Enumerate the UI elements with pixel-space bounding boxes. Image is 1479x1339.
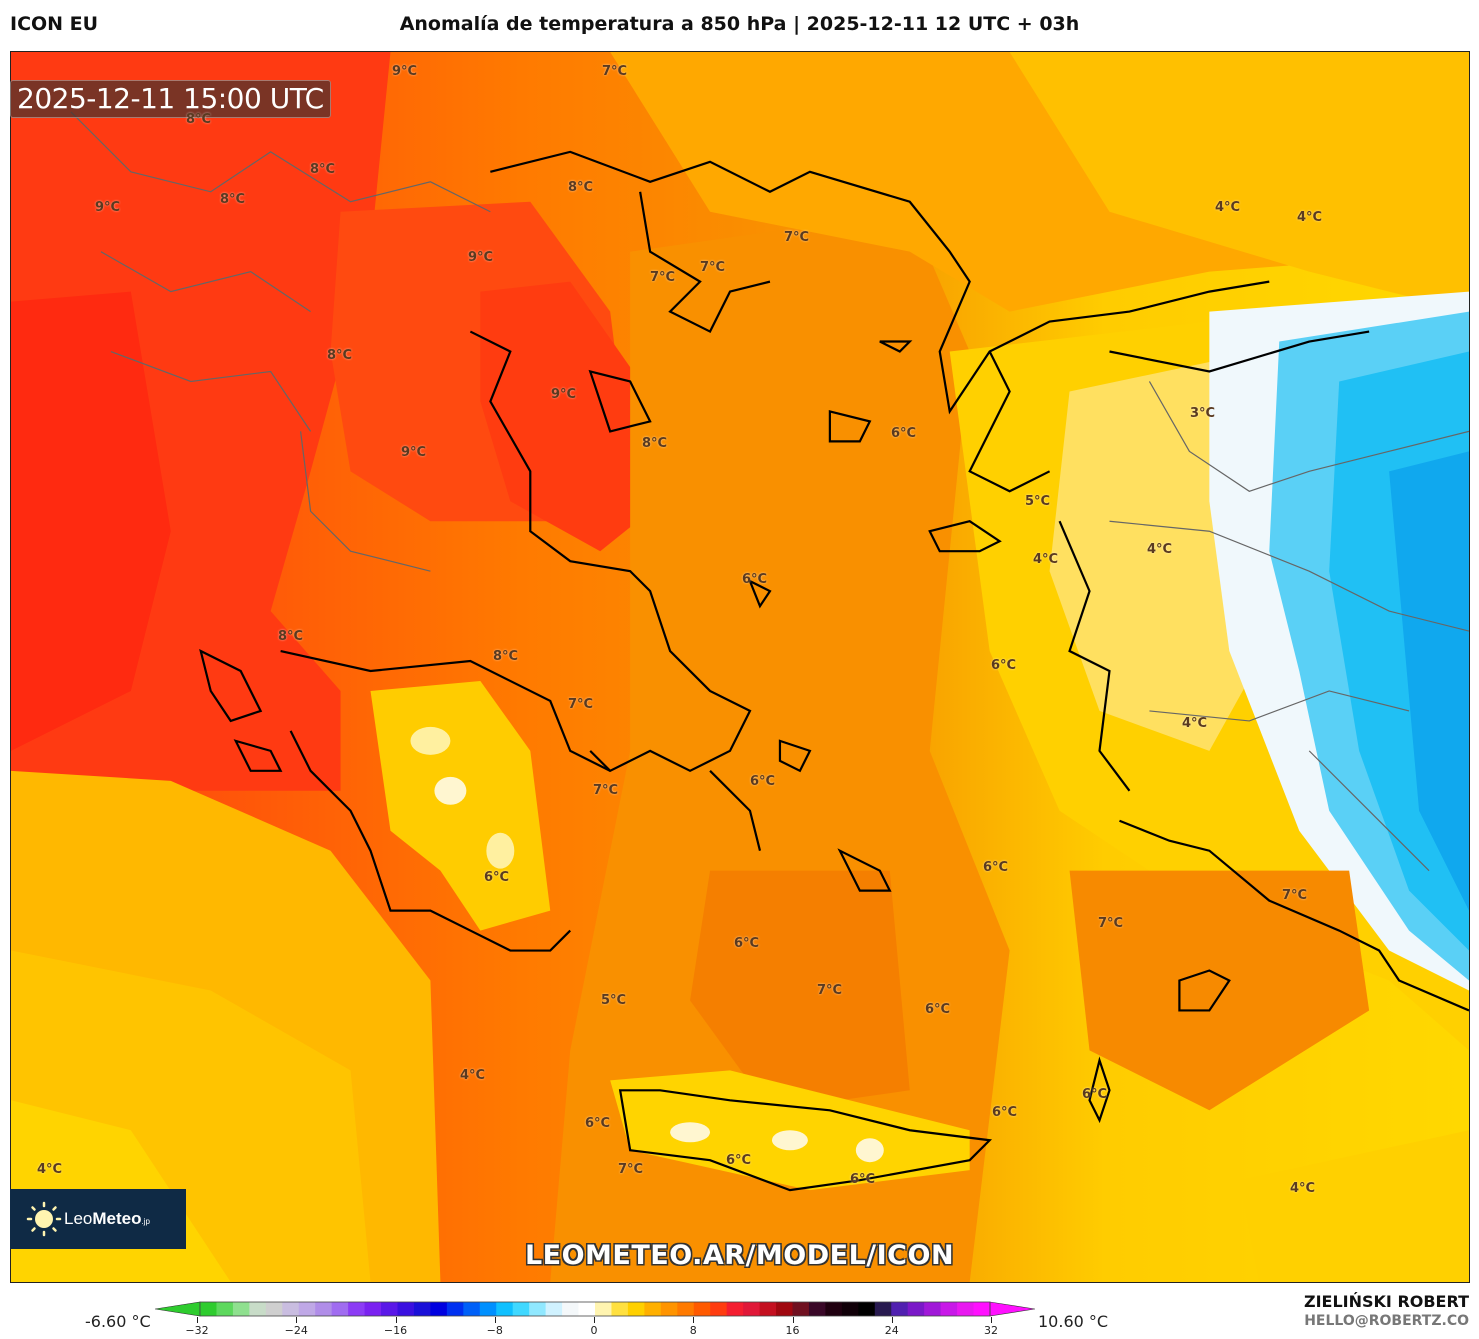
temperature-label: 9°C — [551, 387, 577, 402]
logo-text: LeoMeteo.jp — [64, 1209, 150, 1228]
temperature-label: 7°C — [650, 270, 676, 285]
colorbar-tick — [296, 1317, 298, 1323]
temperature-label: 4°C — [37, 1162, 63, 1177]
temperature-label: 6°C — [742, 572, 768, 587]
colorbar-tick-label: 8 — [689, 1324, 697, 1337]
temperature-label: 4°C — [1147, 542, 1173, 557]
colorbar-tick-label: 32 — [984, 1324, 998, 1337]
temperature-label: 7°C — [784, 230, 810, 245]
temperature-label: 8°C — [186, 112, 212, 127]
leometeo-logo: LeoMeteo.jp — [10, 1189, 186, 1249]
temperature-label: 7°C — [817, 983, 843, 998]
temperature-label: 6°C — [734, 936, 760, 951]
temperature-label: 7°C — [1098, 916, 1124, 931]
author-credit: ZIELIŃSKI ROBERT HELLO@ROBERTZ.CO — [1304, 1292, 1469, 1329]
colorbar-tick-label: −24 — [284, 1324, 308, 1337]
temperature-label: 8°C — [310, 162, 336, 177]
author-name: ZIELIŃSKI ROBERT — [1303, 1292, 1469, 1311]
colorbar-tick — [792, 1317, 794, 1323]
temperature-label: 4°C — [460, 1068, 486, 1083]
temperature-label: 6°C — [1082, 1087, 1108, 1102]
temperature-label: 8°C — [278, 629, 304, 644]
temperature-label: 6°C — [850, 1172, 876, 1187]
chart-title: Anomalía de temperatura a 850 hPa | 2025… — [0, 13, 1479, 35]
author-email: HELLO@ROBERTZ.CO — [1304, 1313, 1469, 1329]
chart-title-text: Anomalía de temperatura a 850 hPa | 2025… — [399, 13, 1080, 35]
temperature-label: 4°C — [1297, 210, 1323, 225]
temperature-label: 4°C — [1182, 716, 1208, 731]
temperature-anomaly-map — [10, 51, 1470, 1283]
colorbar-tick — [494, 1317, 496, 1323]
colorbar-ticks: −32 −24 −16 −8 0 8 16 24 32 — [0, 1317, 1479, 1339]
colorbar-tick-label: 24 — [884, 1324, 899, 1337]
temperature-label: 6°C — [925, 1002, 951, 1017]
temperature-label: 8°C — [327, 348, 353, 363]
colorbar-tick-label: 16 — [785, 1324, 800, 1337]
temperature-label: 6°C — [750, 774, 776, 789]
sun-icon — [26, 1201, 62, 1237]
temperature-label: 6°C — [726, 1153, 752, 1168]
colorbar-tick-label: −16 — [383, 1324, 408, 1337]
temperature-label: 9°C — [401, 445, 427, 460]
temperature-label: 9°C — [95, 200, 121, 215]
temperature-label: 6°C — [992, 1105, 1018, 1120]
temperature-label: 9°C — [392, 64, 418, 79]
temperature-label: 6°C — [983, 860, 1009, 875]
temperature-label: 4°C — [1290, 1181, 1316, 1196]
temperature-label: 7°C — [602, 64, 628, 79]
temperature-label: 5°C — [601, 993, 627, 1008]
temperature-label: 6°C — [585, 1116, 611, 1131]
temperature-label: 7°C — [700, 260, 726, 275]
temperature-label: 7°C — [1282, 888, 1308, 903]
temperature-label: 4°C — [1033, 552, 1059, 567]
temperature-label: 6°C — [991, 658, 1017, 673]
model-name: ICON EU — [10, 13, 99, 35]
temperature-label: 9°C — [468, 250, 494, 265]
temperature-label: 8°C — [642, 436, 668, 451]
colorbar-tick — [891, 1317, 893, 1323]
temperature-label: 3°C — [1190, 406, 1216, 421]
colorbar-tick — [693, 1317, 695, 1323]
colorbar-max-label: 10.60 °C — [1038, 1312, 1109, 1331]
temperature-label: 8°C — [568, 180, 594, 195]
temperature-label: 7°C — [568, 697, 594, 712]
temperature-label: 6°C — [484, 870, 510, 885]
colorbar-tick-label: 0 — [590, 1324, 598, 1337]
colorbar-tick — [991, 1317, 992, 1323]
temperature-label: 8°C — [493, 649, 519, 664]
temperature-label: 6°C — [891, 426, 917, 441]
source-watermark: LEOMETEO.AR/MODEL/ICON — [524, 1240, 955, 1271]
temperature-label: 7°C — [618, 1162, 644, 1177]
colorbar — [155, 1301, 1035, 1317]
colorbar-tick-label: −8 — [486, 1324, 503, 1337]
colorbar-tick — [197, 1317, 198, 1323]
temperature-label: 4°C — [1215, 200, 1241, 215]
valid-time-badge: 2025-12-11 15:00 UTC — [10, 80, 331, 118]
temperature-label: 5°C — [1025, 494, 1051, 509]
colorbar-min-label: -6.60 °C — [85, 1312, 151, 1331]
colorbar-tick — [395, 1317, 397, 1323]
colorbar-tick-label: −32 — [185, 1324, 209, 1337]
temperature-label: 7°C — [593, 783, 619, 798]
map-field — [11, 52, 1469, 1282]
temperature-label: 8°C — [220, 192, 246, 207]
colorbar-tick — [594, 1317, 595, 1323]
